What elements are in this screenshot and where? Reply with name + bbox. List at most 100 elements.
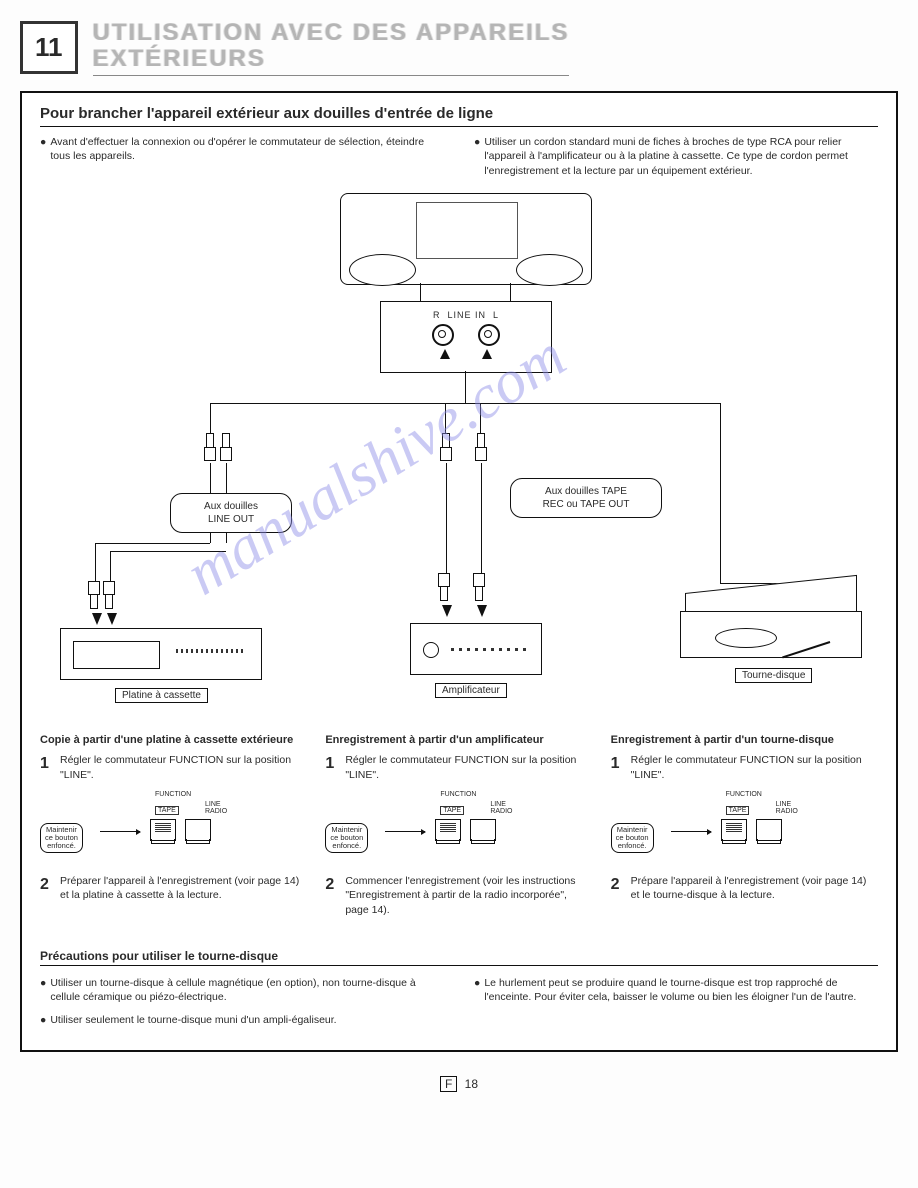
step-number-icon: 2: [40, 874, 54, 903]
bullet-right-text: Utiliser un cordon standard muni de fich…: [484, 135, 878, 179]
connection-diagram: R LINE IN L Aux douilles: [40, 193, 878, 723]
maintain-arrow-icon: [671, 831, 711, 832]
l-label: L: [493, 310, 499, 320]
device1-label: Platine à cassette: [115, 688, 208, 703]
precautions-bullets: ● Utiliser un tourne-disque à cellule ma…: [40, 976, 878, 1032]
col1-step2: 2 Préparer l'appareil à l'enregistrement…: [40, 874, 307, 903]
col3-step1: 1 Régler le commutateur FUNCTION sur la …: [611, 753, 878, 782]
callout-left-l2: LINE OUT: [208, 514, 254, 525]
rca-plug-icon: [90, 581, 100, 609]
function-button-line-icon: [185, 819, 211, 841]
subsection-title: Pour brancher l'appareil extérieur aux d…: [40, 105, 878, 127]
bullet-dot-icon: ●: [474, 976, 480, 1005]
maintain-arrow-icon: [385, 831, 425, 832]
col3-step1-text: Régler le commutateur FUNCTION sur la po…: [631, 753, 878, 782]
col2-step2: 2 Commencer l'enregistrement (voir les i…: [325, 874, 592, 918]
step-number-icon: 2: [325, 874, 339, 918]
precaution-3-text: Le hurlement peut se produire quand le t…: [484, 976, 878, 1005]
line-in-panel: R LINE IN L: [380, 301, 552, 373]
cassette-deck-illustration: [60, 628, 262, 680]
step-number-icon: 1: [325, 753, 339, 782]
bullet-dot-icon: ●: [474, 135, 480, 179]
tape-label: TAPE: [726, 806, 750, 815]
page-footer: F 18: [20, 1077, 898, 1091]
maintain-arrow-icon: [100, 831, 140, 832]
device3-label: Tourne-disque: [735, 668, 812, 683]
function-switch-diagram: FUNCTION TAPE LINERADIO Maintenir ce bou…: [611, 791, 878, 866]
amplifier-illustration: [410, 623, 542, 675]
intro-bullets: ● Avant d'effectuer la connexion ou d'op…: [40, 135, 878, 183]
arrow-down-icon: [477, 605, 487, 617]
arrow-up-icon: [440, 349, 450, 359]
footer-f: F: [440, 1076, 457, 1092]
step-number-icon: 2: [611, 874, 625, 903]
function-button-tape-icon: [150, 819, 176, 841]
callout-line-out: Aux douilles LINE OUT: [170, 493, 292, 533]
footer-page: 18: [465, 1077, 478, 1091]
section-title: UTILISATION AVEC DES APPAREILS EXTÉRIEUR…: [93, 20, 570, 76]
tape-label: TAPE: [155, 806, 179, 815]
arrow-down-icon: [92, 613, 102, 625]
col2-title: Enregistrement à partir d'un amplificate…: [325, 733, 592, 747]
callout-right-l1: Aux douilles TAPE: [545, 486, 627, 497]
step-number-icon: 1: [611, 753, 625, 782]
bullet-dot-icon: ●: [40, 135, 46, 164]
precautions-title: Précautions pour utiliser le tourne-disq…: [40, 949, 878, 966]
function-button-line-icon: [470, 819, 496, 841]
rca-plug-icon: [475, 433, 485, 461]
title-line2: EXTÉRIEURS: [93, 45, 266, 72]
col1-step1: 1 Régler le commutateur FUNCTION sur la …: [40, 753, 307, 782]
col1-step1-text: Régler le commutateur FUNCTION sur la po…: [60, 753, 307, 782]
title-line1: UTILISATION AVEC DES APPAREILS: [93, 19, 570, 46]
col-cassette: Copie à partir d'une platine à cassette …: [40, 733, 307, 924]
precaution-1: ● Utiliser un tourne-disque à cellule ma…: [40, 976, 444, 1005]
col-turntable: Enregistrement à partir d'un tourne-disq…: [611, 733, 878, 924]
function-button-tape-icon: [721, 819, 747, 841]
bullet-left-text: Avant d'effectuer la connexion ou d'opér…: [50, 135, 444, 164]
precaution-2-text: Utiliser seulement le tourne-disque muni…: [50, 1013, 336, 1028]
col2-step1-text: Régler le commutateur FUNCTION sur la po…: [345, 753, 592, 782]
arrow-down-icon: [107, 613, 117, 625]
col1-title: Copie à partir d'une platine à cassette …: [40, 733, 307, 747]
function-button-line-icon: [756, 819, 782, 841]
col3-step2: 2 Prépare l'appareil à l'enregistrement …: [611, 874, 878, 903]
rca-plug-icon: [105, 581, 115, 609]
main-unit-illustration: [340, 193, 592, 285]
bullet-dot-icon: ●: [40, 1013, 46, 1028]
function-button-tape-icon: [435, 819, 461, 841]
col-amplifier: Enregistrement à partir d'un amplificate…: [325, 733, 592, 924]
callout-right-l2: REC ou TAPE OUT: [543, 499, 630, 510]
tape-label: TAPE: [440, 806, 464, 815]
col3-step2-text: Prépare l'appareil à l'enregistrement (v…: [631, 874, 878, 903]
step-number-icon: 1: [40, 753, 54, 782]
maintain-bubble: Maintenir ce bouton enfoncé.: [325, 823, 368, 854]
col2-step2-text: Commencer l'enregistrement (voir les ins…: [345, 874, 592, 918]
function-switch-diagram: FUNCTION TAPE LINERADIO Maintenir ce bou…: [40, 791, 307, 866]
line-in-label: R LINE IN L: [381, 310, 551, 320]
maintain-bubble: Maintenir ce bouton enfoncé.: [40, 823, 83, 854]
page-header: 11 UTILISATION AVEC DES APPAREILS EXTÉRI…: [20, 20, 898, 76]
line-radio-label: LINERADIO: [205, 801, 227, 815]
rca-plug-icon: [440, 433, 450, 461]
function-label: FUNCTION: [440, 791, 476, 798]
line-in-text: LINE IN: [447, 310, 486, 320]
rca-plug-icon: [204, 433, 214, 461]
maintain-bubble: Maintenir ce bouton enfoncé.: [611, 823, 654, 854]
precaution-1-text: Utiliser un tourne-disque à cellule magn…: [50, 976, 444, 1005]
col2-step1: 1 Régler le commutateur FUNCTION sur la …: [325, 753, 592, 782]
instruction-columns: Copie à partir d'une platine à cassette …: [40, 733, 878, 924]
jack-l-icon: [478, 324, 500, 346]
callout-tape-rec: Aux douilles TAPE REC ou TAPE OUT: [510, 478, 662, 518]
turntable-illustration: [680, 593, 860, 658]
rca-plug-icon: [220, 433, 230, 461]
precaution-2: ● Utiliser seulement le tourne-disque mu…: [40, 1013, 444, 1028]
rca-plug-icon: [440, 573, 450, 601]
bullet-left: ● Avant d'effectuer la connexion ou d'op…: [40, 135, 444, 164]
line-radio-label: LINERADIO: [776, 801, 798, 815]
rca-plug-icon: [475, 573, 485, 601]
arrow-up-icon: [482, 349, 492, 359]
arrow-down-icon: [442, 605, 452, 617]
function-label: FUNCTION: [155, 791, 191, 798]
bullet-right: ● Utiliser un cordon standard muni de fi…: [474, 135, 878, 179]
section-number: 11: [20, 21, 78, 74]
